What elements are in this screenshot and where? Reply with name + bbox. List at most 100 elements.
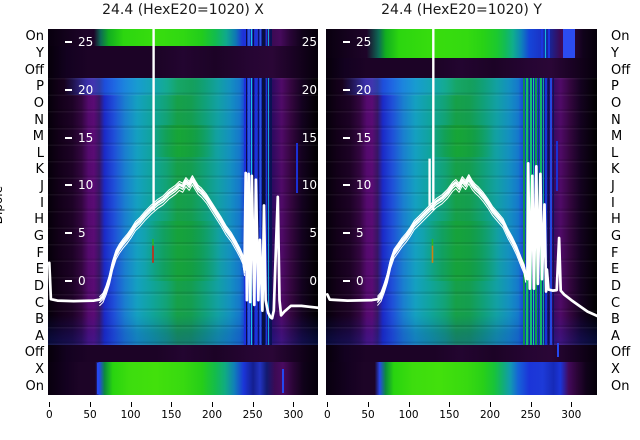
- heatmap-band-cover: [48, 46, 318, 62]
- inner-tick-label: 25: [65, 34, 93, 50]
- row-label-left: L: [36, 145, 44, 161]
- inner-tick-value: 5: [309, 226, 317, 241]
- x-tick-mark: [449, 402, 451, 407]
- row-label-left: N: [34, 112, 44, 128]
- row-label-left: C: [34, 295, 44, 311]
- inner-tick-value: 25: [78, 35, 94, 49]
- streak-line: [260, 29, 261, 374]
- inner-tick-value: 10: [78, 178, 94, 193]
- row-label-left: D: [33, 278, 44, 294]
- tick-dash: [343, 280, 350, 282]
- row-label-right: M: [611, 129, 623, 145]
- x-tick-mark: [90, 402, 91, 407]
- row-label-left: M: [32, 129, 44, 145]
- row-label-left: H: [34, 212, 44, 228]
- streak-line: [563, 29, 575, 58]
- row-label-left: On: [25, 29, 44, 45]
- heatmap-panel-x: 25 20 15 10 5 0 25 20 15 10 5 0: [48, 29, 318, 395]
- x-tick-mark: [212, 402, 213, 407]
- tick-dash: [65, 88, 72, 91]
- tick-dash: [343, 184, 350, 187]
- row-label-right: H: [611, 212, 621, 228]
- tick-dash: [343, 41, 350, 43]
- x-tick-label: 150: [439, 409, 460, 421]
- x-tick-mark: [252, 402, 254, 407]
- streak-line: [270, 29, 272, 374]
- heatmap-band-on-top: [48, 29, 318, 46]
- x-tick-label: 300: [283, 409, 304, 421]
- row-label-right: N: [611, 112, 621, 128]
- inner-tick-label: 0: [65, 273, 86, 289]
- streak-line: [282, 369, 284, 393]
- tick-dash: [65, 41, 72, 43]
- inner-tick-value: 0: [78, 274, 86, 288]
- row-label-right: E: [611, 262, 620, 278]
- profile-overlay-x: [48, 29, 318, 320]
- row-label-left: K: [35, 162, 44, 178]
- row-label-right: B: [611, 312, 620, 328]
- tick-dash: [65, 184, 72, 187]
- inner-tick-label: 10: [343, 177, 371, 193]
- row-label-left: O: [33, 95, 44, 111]
- row-label-right: Y: [611, 45, 619, 61]
- x-tick-label: 50: [83, 409, 97, 421]
- inner-tick-value: 0: [309, 274, 317, 288]
- profile-line: [377, 174, 527, 297]
- x-tick-mark: [171, 402, 173, 407]
- row-label-right: Off: [611, 345, 631, 361]
- inner-tick-value: 15: [301, 130, 317, 145]
- inner-tick-value: 10: [356, 178, 372, 193]
- heatmap-overlay: [48, 125, 318, 157]
- x-tick-mark: [327, 402, 329, 407]
- inner-tick-label: 0: [309, 273, 317, 289]
- heatmap-band-cover: [326, 58, 597, 78]
- row-labels-left: On Y Off P O N M L K J I H G F E D C B A Off X On: [0, 0, 46, 440]
- streak-line: [258, 29, 259, 374]
- inner-tick-value: 20: [356, 82, 372, 97]
- row-label-right: F: [611, 245, 619, 261]
- row-label-right: Off: [611, 62, 631, 78]
- x-tick-label: 0: [323, 409, 331, 421]
- row-label-right: A: [611, 328, 620, 344]
- row-label-right: C: [611, 295, 621, 311]
- row-label-right: L: [611, 145, 619, 161]
- x-tick-label: 200: [201, 409, 223, 421]
- heatmap-overlay: [48, 221, 318, 281]
- x-tick-label: 250: [242, 409, 263, 421]
- inner-tick-label: 15: [302, 130, 317, 146]
- streak-line: [541, 29, 543, 58]
- row-label-left: P: [36, 79, 44, 95]
- row-label-right: O: [611, 95, 622, 111]
- row-label-left: Off: [24, 345, 44, 361]
- tick-dash: [65, 136, 72, 139]
- inner-tick-label: 5: [343, 225, 364, 241]
- heatmap-overlay: [326, 78, 597, 95]
- x-tick-mark: [571, 402, 573, 407]
- row-label-left: On: [25, 378, 44, 394]
- tick-dash: [343, 136, 350, 139]
- panel-title-y: 24.4 (HexE20=1020) Y: [381, 2, 542, 18]
- x-tick-label: 0: [45, 409, 53, 421]
- inner-tick-value: 20: [78, 82, 94, 97]
- tick-dash: [65, 232, 72, 235]
- heatmap-band-cover: [48, 62, 318, 78]
- heatmap-overlay: [48, 78, 318, 95]
- row-label-left: J: [40, 179, 44, 194]
- row-label-left: G: [33, 228, 44, 244]
- streak-line: [296, 143, 298, 193]
- row-label-right: J: [611, 179, 615, 194]
- inner-tick-value: 15: [78, 130, 94, 145]
- tick-dash: [343, 232, 350, 235]
- x-tick-mark: [130, 402, 132, 407]
- streak-line: [556, 141, 558, 191]
- row-label-left: Off: [24, 62, 44, 78]
- x-tick-mark: [490, 402, 491, 407]
- x-tick-label: 100: [120, 409, 141, 421]
- inner-tick-label: 20: [65, 82, 93, 98]
- heatmap-overlay: [48, 315, 318, 345]
- row-label-left: B: [35, 312, 44, 328]
- row-label-right: X: [611, 362, 620, 377]
- row-label-left: E: [35, 262, 44, 278]
- row-label-right: D: [611, 278, 622, 294]
